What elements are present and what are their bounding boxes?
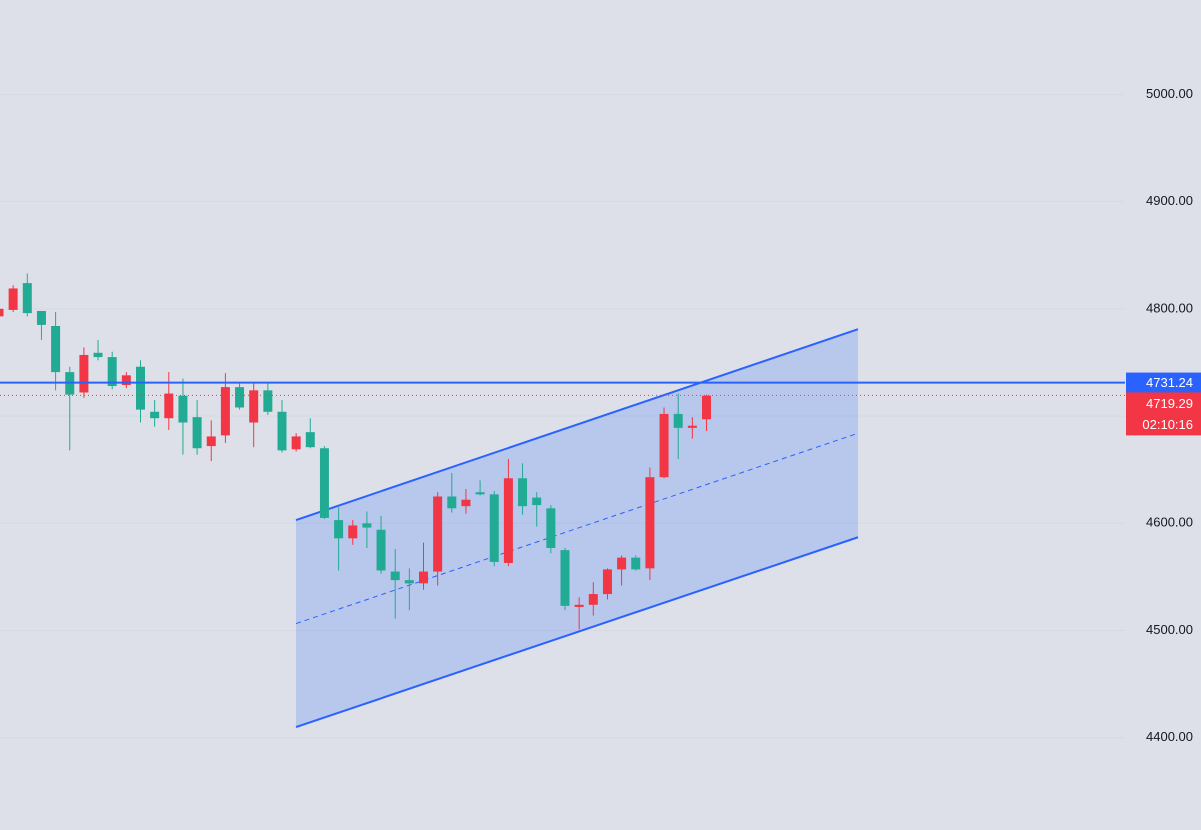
candle-body <box>22 283 32 314</box>
candle-body <box>503 478 513 563</box>
candle-body <box>390 571 400 581</box>
candle-body <box>235 387 245 408</box>
candle-body <box>433 496 443 572</box>
candle-body <box>419 571 428 584</box>
candle-body <box>93 352 103 358</box>
candle-body <box>121 375 131 385</box>
candle-body <box>334 520 344 539</box>
last-price-box <box>1126 392 1201 436</box>
candle-body <box>447 496 457 509</box>
candle-body <box>36 310 46 325</box>
candle-body <box>631 557 641 570</box>
candle-body <box>645 477 655 569</box>
candle-body <box>702 395 711 420</box>
candle-body <box>277 411 287 451</box>
candle-body <box>79 354 89 393</box>
candle-body <box>136 366 145 410</box>
candle-body <box>0 308 4 317</box>
candle-body <box>305 432 315 448</box>
candle-body <box>263 390 273 412</box>
candle-body <box>532 497 542 506</box>
candle-body <box>192 417 202 449</box>
channel-fill <box>296 329 858 728</box>
candle-body <box>164 393 174 419</box>
y-tick-label: 4900.00 <box>1146 193 1193 208</box>
candle-body <box>546 508 556 548</box>
candle-body <box>220 387 230 436</box>
candle-body <box>376 529 386 571</box>
channel-upper <box>295 328 859 522</box>
candle-body <box>150 411 160 419</box>
channel-lower <box>295 536 859 729</box>
candle-body <box>107 357 117 387</box>
candle-body <box>588 594 598 605</box>
candle-body <box>348 525 358 539</box>
candle-body <box>319 448 329 518</box>
candle-body <box>673 413 683 428</box>
candle-body <box>249 390 259 423</box>
horizontal-line-label-box <box>1126 372 1201 393</box>
candle-body <box>475 492 485 495</box>
candle-body <box>206 436 216 447</box>
candle-body <box>560 550 570 606</box>
y-tick-label: 4800.00 <box>1146 300 1193 315</box>
candle-body <box>362 523 372 528</box>
candle-body <box>51 325 61 373</box>
candle-body <box>687 425 697 428</box>
candle-body <box>461 499 471 507</box>
horizontal-line-label: 4731.24 <box>1146 375 1193 390</box>
candle-body <box>8 288 18 310</box>
last-price-label: 4719.29 <box>1146 396 1193 411</box>
candle-body <box>617 557 627 570</box>
candle-body <box>659 413 669 478</box>
candle-body <box>489 494 499 562</box>
candle-body <box>291 436 301 450</box>
y-tick-label: 4600.00 <box>1146 515 1193 530</box>
candle-body <box>518 478 528 507</box>
candle-body <box>178 395 188 423</box>
candle-body <box>602 569 612 595</box>
countdown-label: 02:10:16 <box>1142 417 1193 432</box>
candle-body <box>574 604 584 607</box>
y-tick-label: 4500.00 <box>1146 622 1193 637</box>
y-tick-label: 4400.00 <box>1146 729 1193 744</box>
candle-body <box>404 580 414 584</box>
y-tick-label: 5000.00 <box>1146 86 1193 101</box>
